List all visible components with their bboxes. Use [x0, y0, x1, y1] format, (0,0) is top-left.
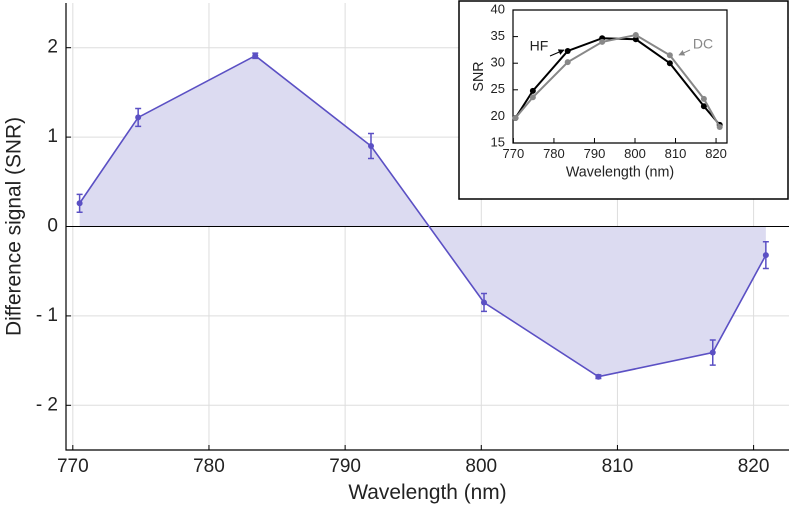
data-line	[78, 54, 767, 378]
dc-arrow	[678, 49, 691, 56]
x-tick-label: 790	[329, 456, 361, 477]
data-point	[632, 32, 639, 39]
inset-plot: 15 20 25 30 35 40 770 780 790 800 810 820 Wavelength…	[471, 1, 728, 181]
data-point	[666, 52, 673, 59]
x-axis-label: Wavelength (nm)	[566, 165, 674, 181]
x-tick-label: 770	[57, 456, 89, 477]
axis-frame	[512, 9, 728, 144]
y-tick-label: 1	[47, 126, 58, 147]
x-tick-label: 780	[193, 456, 225, 477]
y-tick-label: 0	[47, 216, 58, 237]
y-tick-label: - 1	[36, 305, 58, 326]
x-axis-label: Wavelength (nm)	[348, 481, 506, 504]
hf-arrow	[549, 49, 565, 57]
dc-annotation: DC	[693, 36, 713, 52]
data-point	[252, 52, 259, 59]
data-point	[700, 103, 707, 110]
data-point	[595, 373, 602, 380]
data-point	[762, 252, 769, 259]
area-fill	[79, 55, 766, 377]
x-tick-label: 810	[602, 456, 634, 477]
y-tick-label: 35	[491, 28, 505, 43]
y-tick-label: 2	[47, 37, 58, 58]
x-tick-label: 800	[465, 456, 497, 477]
inset-frame	[458, 0, 789, 200]
x-tick-label: 810	[665, 146, 687, 161]
data-point	[716, 124, 723, 131]
x-tick-label: 780	[543, 146, 565, 161]
data-point	[529, 94, 536, 101]
data-point	[367, 143, 374, 150]
y-axis-label: SNR	[471, 61, 487, 91]
data-point	[666, 60, 673, 67]
data-point	[529, 87, 536, 94]
data-point	[481, 299, 488, 306]
y-tick-label: 25	[491, 81, 505, 96]
y-tick-label: 20	[491, 108, 505, 123]
x-tick-label: 770	[503, 146, 525, 161]
y-tick-label: 15	[491, 134, 505, 149]
data-point	[564, 47, 571, 54]
data-point	[564, 59, 571, 66]
hf-annotation: HF	[530, 38, 549, 54]
y-axis-label: Difference signal (SNR)	[3, 117, 26, 336]
y-tick-label: - 2	[36, 394, 58, 415]
data-point	[512, 114, 519, 121]
data-line	[514, 33, 721, 128]
main-plot: - 2 - 1 0 1 2 770 780 790 800 810 820 Wavelength (n…	[3, 3, 789, 504]
data-point	[709, 349, 716, 356]
y-tick-label: 30	[491, 55, 505, 70]
data-point	[700, 95, 707, 102]
data-point	[135, 114, 142, 121]
data-point	[632, 36, 639, 43]
data-point	[76, 200, 83, 207]
y-tick-label: 40	[491, 1, 505, 16]
x-tick-label: 820	[705, 146, 727, 161]
x-tick-label: 790	[584, 146, 606, 161]
x-tick-label: 800	[624, 146, 646, 161]
data-point	[599, 38, 606, 45]
axis-frame	[65, 3, 789, 451]
x-tick-label: 820	[738, 456, 770, 477]
